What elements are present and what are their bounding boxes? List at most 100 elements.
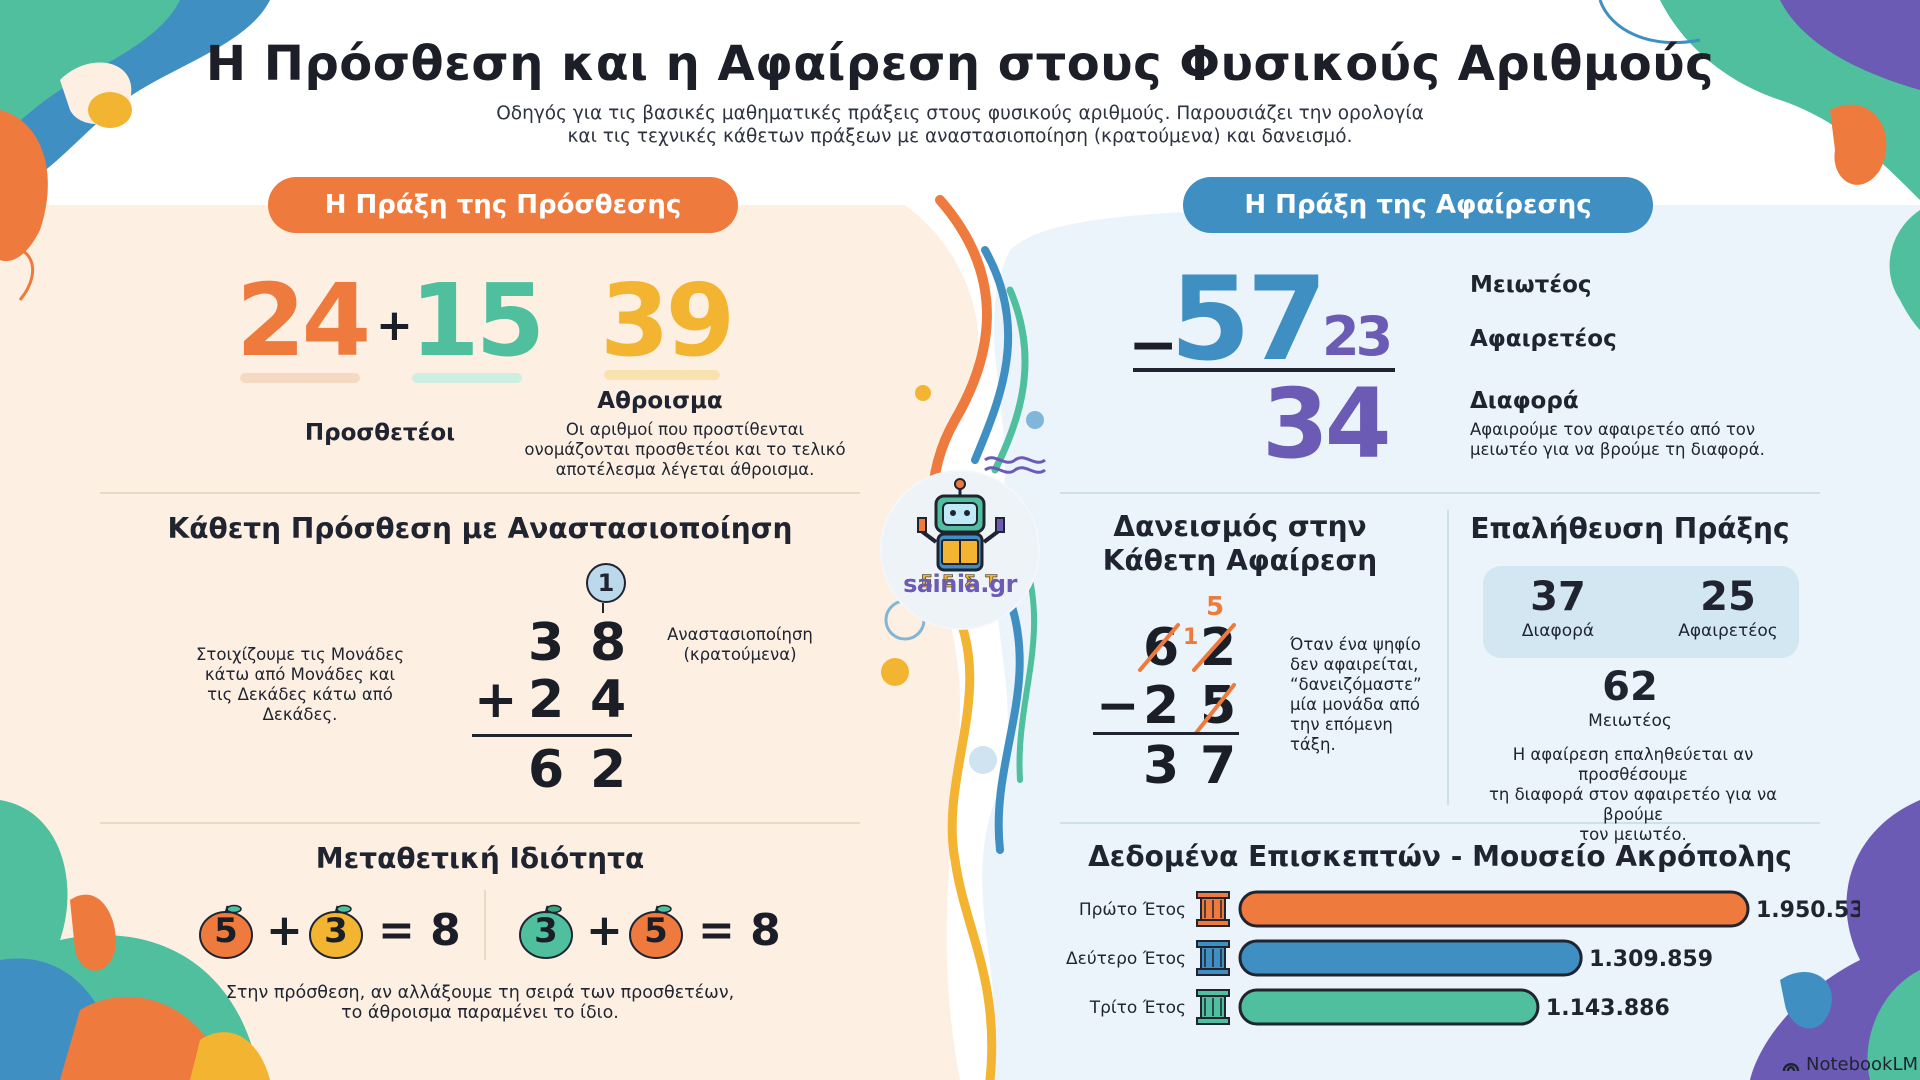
borrow-title: Δανεισμός στην Κάθετη Αφαίρεση <box>1080 510 1400 578</box>
borrow-result-line <box>1093 732 1239 735</box>
difference-desc-line-1: Αφαιρούμε τον αφαιρετέο από τον <box>1470 420 1756 439</box>
addend-1: 24 <box>236 262 371 379</box>
carry-badge: 1 <box>586 563 626 603</box>
commutative-plus-right: + <box>586 905 623 956</box>
minuend-number: 57 <box>1170 252 1327 387</box>
verify-subtrahend-label: Αφαιρετέος <box>1678 621 1778 641</box>
page-title: Η Πρόσθεση και η Αφαίρεση στους Φυσικούς… <box>205 36 1715 92</box>
svg-text:Ε Ε Σ Τ: Ε Ε Σ Τ <box>921 572 999 592</box>
difference-description: Αφαιρούμε τον αφαιρετέο από τον μειωτέο … <box>1470 420 1800 460</box>
addends-label: Προσθετέοι <box>304 420 456 446</box>
addend-1-shadow <box>240 373 360 383</box>
apple-number: 5 <box>644 911 668 951</box>
bar <box>1238 890 1750 928</box>
borrow-operator: − <box>1096 676 1140 736</box>
apple-number: 3 <box>534 911 558 951</box>
verify-note-line-1: Η αφαίρεση επαληθεύεται αν προσθέσουμε <box>1512 745 1754 784</box>
alignment-note: Στοιχίζουμε τις Μονάδες κάτω από Μονάδες… <box>195 645 405 725</box>
commutative-note: Στην πρόσθεση, αν αλλάξουμε τη σειρά των… <box>200 983 760 1023</box>
sum-desc-line-1: Οι αριθμοί που προστίθενται <box>565 420 805 439</box>
row1-units: 8 <box>590 613 627 673</box>
addend-2-shadow <box>412 373 522 383</box>
verify-note-line-2: τη διαφορά στον αφαιρετέο για να βρούμε <box>1488 785 1778 824</box>
bar-value-label: 1.143.886 <box>1546 996 1670 1021</box>
verify-box: 37 Διαφορά 25 Αφαιρετέος <box>1483 566 1799 658</box>
row1-tens: 3 <box>528 613 565 673</box>
sum-desc-line-2: ονομάζονται προσθετέοι και το τελικό <box>524 440 846 459</box>
sainia-logo[interactable]: Ε Ε Σ Τ sainia.gr <box>880 470 1040 630</box>
greek-column-icon <box>1196 989 1230 1025</box>
logo-text: sainia.gr <box>903 570 1017 598</box>
borrow-strike-marks <box>1138 623 1236 735</box>
verify-difference-value: 37 <box>1530 574 1586 620</box>
subtrahend-number: 23 <box>1322 305 1393 368</box>
apple-orange-icon: 5 <box>628 903 684 959</box>
borrow-note-line-5: την επόμενη τάξη. <box>1290 715 1393 754</box>
verify-note-line-3: τον μειωτέο. <box>1579 825 1687 844</box>
sum-label: Αθροισμα <box>597 388 723 414</box>
commutative-title: Μεταθετική Ιδιότητα <box>315 842 645 875</box>
result-units: 2 <box>590 740 627 800</box>
subtraction-result-line <box>1133 368 1395 372</box>
page-subtitle: Οδηγός για τις βασικές μαθηματικές πράξε… <box>460 102 1460 148</box>
borrow-note: Όταν ένα ψηφίο δεν αφαιρείται, “δανειζόμ… <box>1290 635 1440 755</box>
difference-desc-line-2: μειωτέο για να βρούμε τη διαφορά. <box>1470 440 1765 459</box>
addition-result-line <box>472 734 632 737</box>
align-note-line-1: Στοιχίζουμε τις Μονάδες <box>196 645 404 664</box>
bar-value-label: 1.309.859 <box>1589 947 1713 972</box>
apple-green-icon: 3 <box>518 903 574 959</box>
greek-column-icon <box>1196 940 1230 976</box>
apple-orange-icon: 5 <box>198 903 254 959</box>
bar <box>1238 939 1583 977</box>
sum-desc-line-3: αποτέλεσμα λέγεται άθροισμα. <box>555 460 815 479</box>
row2-units: 4 <box>590 670 627 730</box>
sum-shadow <box>604 370 720 380</box>
verify-note: Η αφαίρεση επαληθεύεται αν προσθέσουμε τ… <box>1458 745 1808 845</box>
greek-column-icon <box>1196 891 1230 927</box>
borrow-result-units: 7 <box>1200 736 1237 796</box>
subtraction-section-pill: Η Πράξη της Αφαίρεσης <box>1183 177 1653 233</box>
align-note-line-3: τις Δεκάδες κάτω από <box>207 685 393 704</box>
robot-reading-icon: Ε Ε Σ Τ <box>882 472 1038 628</box>
sum-description: Οι αριθμοί που προστίθενται ονομάζονται … <box>510 420 860 480</box>
bar <box>1238 988 1540 1026</box>
verify-title: Επαλήθευση Πράξης <box>1470 512 1790 545</box>
row2-tens: 2 <box>528 670 565 730</box>
difference-number: 34 <box>1262 368 1392 480</box>
result-tens: 6 <box>528 740 565 800</box>
commutative-result-left: = 8 <box>378 905 461 956</box>
carry-pointer <box>602 603 604 613</box>
bar-category-label: Τρίτο Έτος <box>1089 998 1186 1018</box>
vertical-addition-title: Κάθετη Πρόσθεση με Αναστασιοποίηση <box>167 512 793 545</box>
notebooklm-icon <box>1782 1062 1800 1071</box>
subtrahend-label: Αφαιρετέος <box>1470 326 1617 352</box>
verify-subtrahend-value: 25 <box>1700 574 1756 620</box>
commutative-result-right: = 8 <box>698 905 781 956</box>
subtitle-line-2: και τις τεχνικές κάθετων πράξεων με ανασ… <box>567 126 1353 147</box>
align-note-line-4: Δεκάδες. <box>262 705 338 724</box>
addition-section-pill: Η Πράξη της Πρόσθεσης <box>268 177 738 233</box>
row2-operator: + <box>474 670 518 730</box>
borrow-title-line-1: Δανεισμός στην <box>1113 510 1367 543</box>
difference-label: Διαφορά <box>1470 388 1579 414</box>
apple-number: 5 <box>214 911 238 951</box>
align-note-line-2: κάτω από Μονάδες και <box>204 665 396 684</box>
borrow-row2-tens: 2 <box>1143 676 1180 736</box>
apple-yellow-icon: 3 <box>308 903 364 959</box>
carry-label-line-1: Αναστασιοποίηση <box>667 625 813 644</box>
borrow-note-line-3: “δανειζόμαστε” <box>1290 675 1422 694</box>
notebooklm-text: NotebookLM <box>1806 1054 1919 1075</box>
borrow-note-line-4: μία μονάδα από <box>1290 695 1421 714</box>
minuend-label: Μειωτέος <box>1470 272 1592 298</box>
borrow-note-line-1: Όταν ένα ψηφίο <box>1290 635 1421 654</box>
borrow-result-tens: 3 <box>1143 736 1180 796</box>
addend-2: 15 <box>410 262 545 379</box>
subtitle-line-1: Οδηγός για τις βασικές μαθηματικές πράξε… <box>496 103 1424 124</box>
visitors-bar-chart: Πρώτο Έτος 1.950.539 Δεύτερο Έτος 1.309.859… <box>1060 885 1880 1035</box>
chart-svg: Πρώτο Έτος 1.950.539 Δεύτερο Έτος 1.309.859… <box>1066 890 1880 1026</box>
commutative-note-line-1: Στην πρόσθεση, αν αλλάξουμε τη σειρά των… <box>225 983 735 1003</box>
verify-minuend-value: 62 <box>1602 664 1658 710</box>
bar-value-label: 1.950.539 <box>1756 898 1860 923</box>
carry-label-line-2: (κρατούμενα) <box>683 645 797 664</box>
notebooklm-badge: NotebookLM <box>1782 1054 1918 1075</box>
